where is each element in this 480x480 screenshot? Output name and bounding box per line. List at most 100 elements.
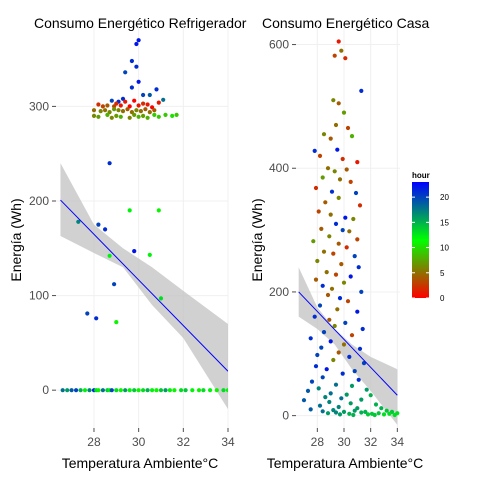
data-point: [82, 388, 88, 393]
data-point: [341, 342, 347, 347]
x-tick-label: 30: [337, 435, 351, 449]
data-point: [96, 102, 101, 107]
data-point: [392, 412, 397, 418]
x-tick-label: 32: [177, 435, 191, 449]
casa-x-axis-title: Temperatura Ambiente°C: [267, 455, 424, 471]
data-point: [359, 289, 364, 294]
y-tick-label: 600: [269, 38, 289, 52]
data-point: [323, 200, 328, 205]
data-point: [333, 272, 339, 277]
data-point: [331, 251, 336, 256]
data-point: [107, 161, 112, 166]
data-point: [311, 239, 316, 244]
data-point: [127, 208, 132, 213]
data-point: [335, 147, 340, 152]
casa-y-axis-title: Energía (Wh): [249, 198, 265, 281]
data-point: [324, 367, 329, 372]
data-point: [344, 392, 349, 397]
data-point: [170, 113, 175, 118]
data-point: [368, 393, 373, 398]
y-tick-label: 200: [29, 194, 49, 208]
data-point: [339, 396, 344, 401]
data-point: [373, 402, 379, 407]
data-point: [129, 85, 134, 90]
data-point: [123, 388, 128, 393]
data-point: [379, 406, 384, 411]
data-point: [100, 104, 105, 109]
y-tick-label: 200: [269, 285, 289, 299]
data-point: [145, 115, 150, 120]
data-point: [323, 395, 328, 400]
data-point: [352, 408, 357, 413]
data-point: [94, 316, 99, 321]
data-point: [120, 96, 126, 101]
data-point: [114, 113, 119, 118]
data-point: [145, 102, 150, 107]
data-point: [351, 412, 356, 418]
data-point: [116, 108, 121, 113]
data-point: [150, 105, 155, 110]
data-point: [91, 113, 97, 118]
data-point: [341, 409, 347, 414]
data-point: [136, 114, 141, 119]
data-point: [341, 110, 347, 115]
data-point: [321, 330, 327, 335]
data-point: [384, 408, 389, 413]
data-point: [360, 326, 365, 332]
data-point: [313, 277, 319, 282]
data-point: [114, 388, 119, 393]
data-point: [179, 388, 184, 393]
data-point: [163, 388, 168, 393]
data-point: [96, 388, 101, 393]
data-point: [364, 387, 369, 392]
legend-tick-label: 0: [440, 294, 445, 303]
data-point: [381, 412, 387, 417]
data-point: [349, 383, 355, 388]
data-point: [109, 98, 114, 103]
data-point: [313, 364, 319, 369]
data-point: [352, 369, 357, 374]
data-point: [343, 320, 348, 325]
x-tick-label: 28: [87, 435, 101, 449]
data-point: [321, 249, 327, 254]
data-point: [332, 53, 337, 58]
data-point: [349, 333, 355, 338]
data-point: [109, 388, 114, 393]
data-point: [103, 227, 108, 232]
data-point: [329, 286, 335, 291]
data-point: [341, 280, 347, 285]
data-point: [87, 388, 92, 393]
data-point: [331, 408, 336, 413]
data-point: [174, 112, 179, 117]
data-point: [356, 265, 361, 270]
data-point: [190, 388, 195, 393]
refrigerador-x-axis-title: Temperatura Ambiente°C: [62, 455, 219, 471]
data-point: [125, 107, 130, 112]
data-point: [336, 39, 341, 44]
legend-tick-label: 5: [440, 269, 445, 278]
data-point: [359, 397, 364, 402]
data-point: [120, 109, 126, 114]
data-point: [156, 208, 161, 213]
data-point: [105, 112, 110, 117]
data-point: [312, 314, 317, 319]
data-point: [315, 258, 320, 264]
data-point: [333, 122, 339, 128]
casa-title: Consumo Energético Casa: [262, 15, 430, 31]
data-point: [154, 87, 159, 92]
refrigerador-points: [60, 38, 228, 393]
data-point: [96, 222, 101, 227]
data-point: [127, 115, 132, 120]
data-point: [100, 388, 105, 393]
data-point: [214, 388, 219, 393]
data-point: [325, 292, 331, 298]
data-point: [152, 112, 157, 117]
data-point: [337, 412, 343, 417]
data-point: [156, 100, 161, 105]
legend-title: hour: [412, 171, 430, 180]
data-point: [355, 406, 360, 411]
data-point: [320, 175, 325, 180]
data-point: [96, 114, 101, 119]
x-tick-label: 32: [364, 435, 378, 449]
